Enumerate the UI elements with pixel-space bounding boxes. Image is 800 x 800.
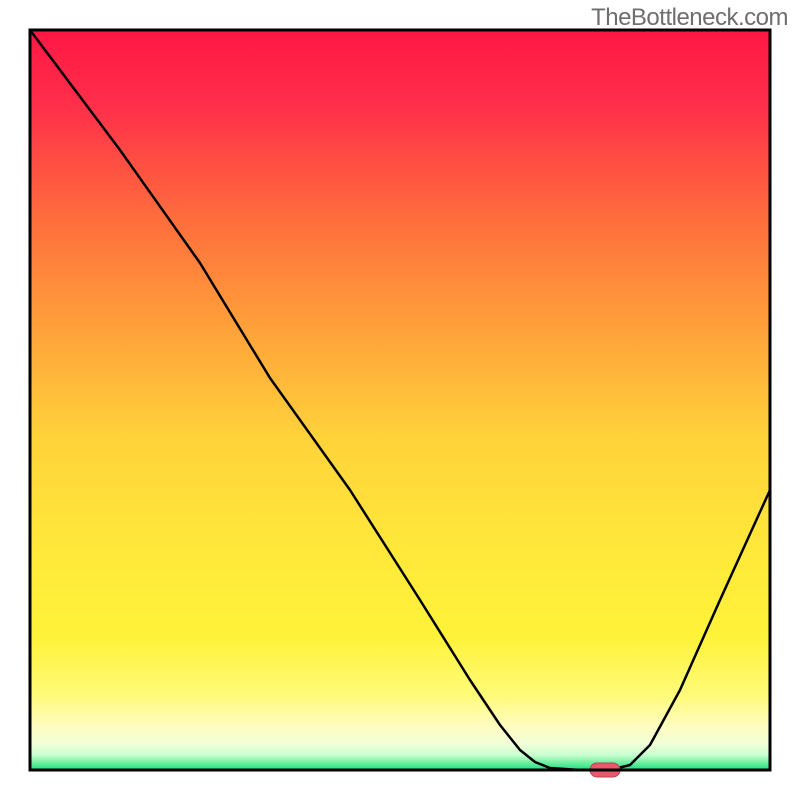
plot-background [30, 30, 770, 770]
watermark-text: TheBottleneck.com [591, 4, 788, 32]
chart-container: TheBottleneck.com [0, 0, 800, 800]
bottleneck-chart [0, 0, 800, 800]
